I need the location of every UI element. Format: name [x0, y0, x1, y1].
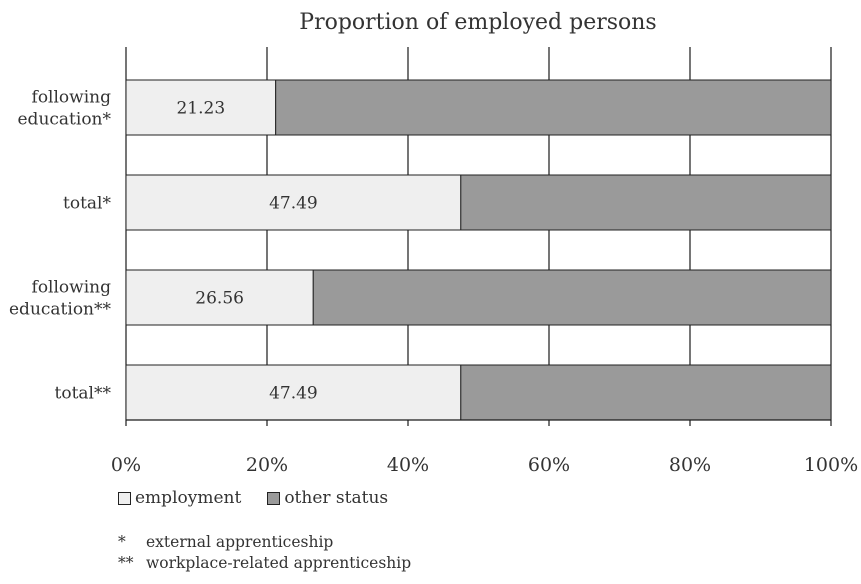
- category-label: following: [32, 88, 112, 108]
- bar-other-status: [460, 174, 832, 231]
- bar-employment: [125, 364, 462, 421]
- legend-swatch-employment: [118, 491, 131, 505]
- footnote-text: external apprenticeship: [146, 533, 334, 551]
- footnote-mark: **: [118, 554, 134, 572]
- legend-label-other-status: other status: [284, 488, 389, 508]
- category-label: total*: [63, 194, 111, 214]
- x-axis: 0% 20% 40% 60% 80% 100%: [111, 419, 858, 476]
- bar-other-status: [312, 269, 832, 326]
- category-label: following: [32, 278, 112, 298]
- x-tick-label: 20%: [246, 454, 288, 476]
- x-tick-label: 100%: [804, 454, 858, 476]
- legend-item-other-status: other status: [267, 488, 388, 508]
- footnote-mark: *: [118, 533, 126, 551]
- x-tick-label: 0%: [111, 454, 141, 476]
- data-label: 26.56: [195, 289, 244, 309]
- footnote-text: workplace-related apprenticeship: [146, 554, 412, 572]
- x-tick-label: 60%: [528, 454, 570, 476]
- legend: employment other status: [118, 488, 414, 508]
- legend-item-employment: employment: [118, 488, 241, 508]
- x-tick-label: 80%: [669, 454, 711, 476]
- bar-other-status: [460, 364, 832, 421]
- x-tick-label: 40%: [387, 454, 429, 476]
- legend-swatch-other-status: [267, 491, 281, 505]
- footnote-2: ** workplace-related apprenticeship: [118, 553, 411, 574]
- category-label: education*: [18, 110, 112, 130]
- data-label: 47.49: [269, 194, 318, 214]
- footnote-1: * external apprenticeship: [118, 532, 411, 553]
- data-label: 47.49: [269, 384, 318, 404]
- category-label: total**: [55, 384, 112, 404]
- chart-title: Proportion of employed persons: [299, 10, 656, 35]
- data-label: 21.23: [176, 99, 225, 119]
- bars: 21.23 47.49 26.56 47.49: [125, 79, 832, 421]
- y-axis-labels: followingeducation*total*followingeducat…: [9, 88, 112, 404]
- bar-employment: [125, 269, 314, 326]
- footnotes: * external apprenticeship ** workplace-r…: [118, 532, 411, 574]
- category-label: education**: [9, 300, 112, 320]
- legend-label-employment: employment: [135, 488, 242, 508]
- bar-other-status: [275, 79, 832, 136]
